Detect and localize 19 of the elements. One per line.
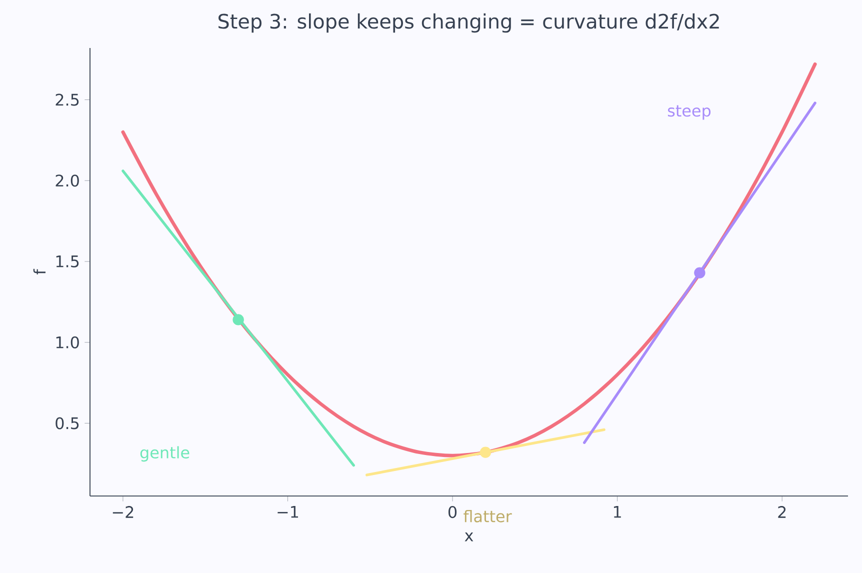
text: flatter [464,510,512,522]
x-tick-label: 2 [778,506,786,518]
x-tick-label: −2 [112,506,134,518]
y-tick-label: 1.5 [56,256,79,268]
x-tick-label: 0 [448,506,457,518]
point [694,267,706,278]
point [480,446,492,458]
y-tick-label: 2.0 [56,174,79,187]
annotation: gentle [140,446,190,462]
x-tick-label: −1 [278,506,298,518]
y-tick-label: 2.5 [56,94,79,106]
y-tick-label: 1.0 [56,336,79,348]
x-axis-title: x [464,532,474,542]
chart-title: Step 3: slope keeps changing = curvature d2f/dx2 [218,13,719,33]
point [232,314,244,326]
y-axis-title: f [33,268,46,274]
y-tick-label: 0.5 [56,417,79,430]
x-tick-label: 1 [614,506,621,518]
annotation: steep [668,105,711,120]
